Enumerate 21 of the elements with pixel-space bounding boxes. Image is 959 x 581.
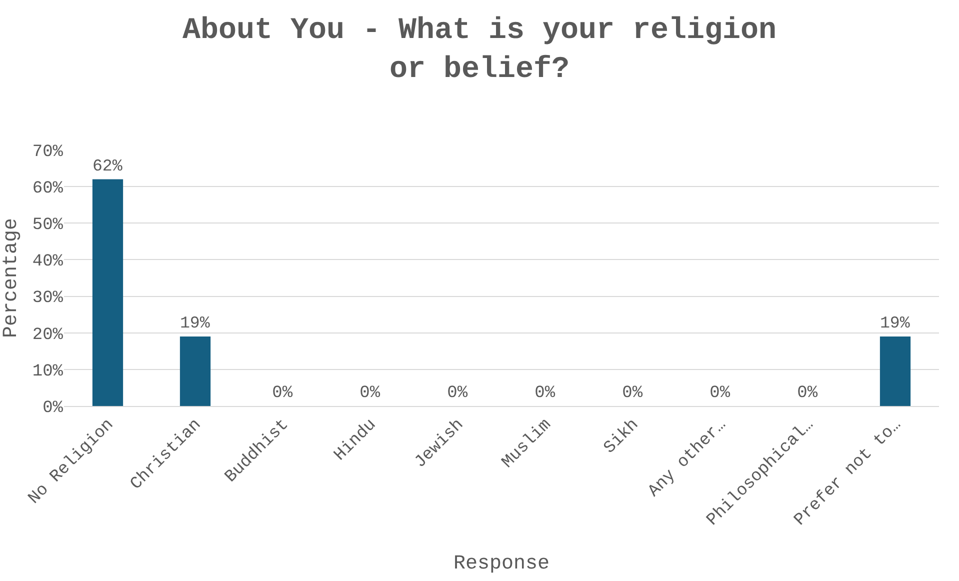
data-label: 19% (180, 314, 210, 333)
data-label: 0% (797, 384, 818, 403)
data-label: 0% (622, 384, 644, 403)
y-tick-label: 10% (32, 362, 64, 382)
data-label: 0% (360, 384, 381, 403)
y-tick-label: 40% (32, 252, 64, 272)
y-axis-title: Percentage (0, 218, 23, 338)
chart-title: About You - What is your religion or belief? (182, 14, 777, 87)
data-label: 0% (272, 384, 294, 403)
data-label: 62% (92, 156, 122, 176)
y-tick-label: 0% (42, 398, 64, 418)
y-tick-label: 70% (32, 142, 64, 162)
data-label: 19% (880, 314, 910, 333)
x-axis-title: Response (453, 552, 550, 576)
data-label: 0% (534, 384, 556, 403)
data-label: 0% (710, 384, 731, 403)
data-label: 0% (447, 384, 468, 403)
y-tick-label: 30% (32, 289, 64, 308)
y-tick-label: 20% (32, 326, 64, 345)
y-tick-label: 50% (32, 216, 64, 236)
y-tick-label: 60% (32, 180, 64, 199)
